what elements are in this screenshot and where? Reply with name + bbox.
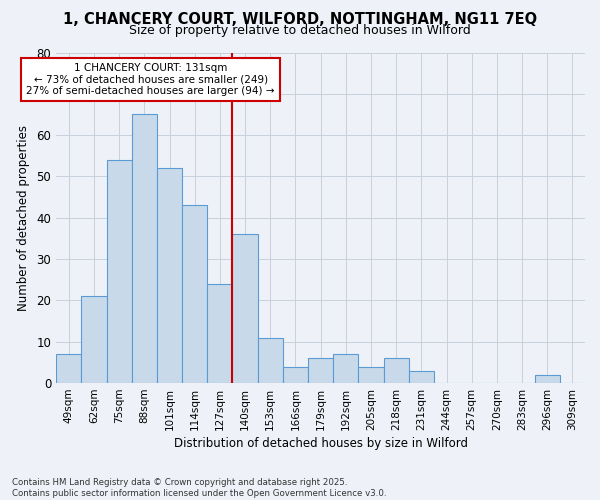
Bar — [535, 375, 560, 383]
Bar — [157, 168, 182, 383]
Bar — [132, 114, 157, 383]
Text: Size of property relative to detached houses in Wilford: Size of property relative to detached ho… — [129, 24, 471, 37]
Bar — [56, 354, 82, 383]
Y-axis label: Number of detached properties: Number of detached properties — [17, 125, 29, 311]
Bar — [383, 358, 409, 383]
Bar — [333, 354, 358, 383]
Bar — [257, 338, 283, 383]
Bar — [82, 296, 107, 383]
Bar — [358, 366, 383, 383]
Bar — [283, 366, 308, 383]
Bar — [182, 206, 207, 383]
Bar — [207, 284, 232, 383]
Text: Contains HM Land Registry data © Crown copyright and database right 2025.
Contai: Contains HM Land Registry data © Crown c… — [12, 478, 386, 498]
X-axis label: Distribution of detached houses by size in Wilford: Distribution of detached houses by size … — [173, 437, 467, 450]
Text: 1 CHANCERY COURT: 131sqm
← 73% of detached houses are smaller (249)
27% of semi-: 1 CHANCERY COURT: 131sqm ← 73% of detach… — [26, 63, 275, 96]
Text: 1, CHANCERY COURT, WILFORD, NOTTINGHAM, NG11 7EQ: 1, CHANCERY COURT, WILFORD, NOTTINGHAM, … — [63, 12, 537, 28]
Bar — [107, 160, 132, 383]
Bar — [308, 358, 333, 383]
Bar — [232, 234, 257, 383]
Bar — [409, 370, 434, 383]
